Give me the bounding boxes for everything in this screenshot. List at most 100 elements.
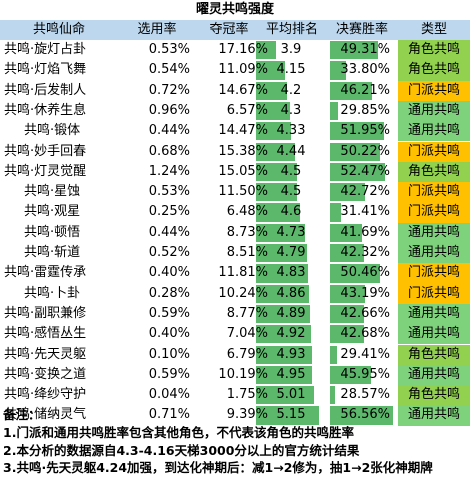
win-rate: 8.73% <box>226 224 268 240</box>
resonance-name: 共鸣·后发制人 <box>4 82 87 98</box>
table-row: 共鸣·旋灯占卦 0.53% 17.16% 3.9 49.31% 角色共鸣 <box>0 40 470 61</box>
win-rate: 15.05% <box>218 163 268 179</box>
select-rate: 0.25% <box>148 204 190 220</box>
resonance-type: 角色共鸣 <box>407 163 460 179</box>
header-final-win-rate: 决赛胜率 <box>335 22 388 37</box>
final-win-rate-bar <box>330 264 381 283</box>
table-row: 共鸣·雷霆传承 0.40% 11.81% 4.83 50.46% 门派共鸣 <box>0 263 470 284</box>
avg-rank: 4.6 <box>280 204 302 220</box>
resonance-name: 共鸣·灯焰飞舞 <box>4 62 87 78</box>
notes-heading: 备注： <box>3 407 41 422</box>
type-cell-background <box>398 100 470 122</box>
resonance-type: 通用共鸣 <box>407 305 460 321</box>
type-cell-background <box>398 141 470 162</box>
type-cell-background <box>398 80 470 101</box>
type-cell-background <box>398 182 470 203</box>
select-rate: 0.40% <box>148 326 190 342</box>
resonance-type: 门派共鸣 <box>407 143 460 159</box>
resonance-name: 共鸣·绛纱守护 <box>4 387 87 403</box>
avg-rank-bar <box>256 325 312 344</box>
select-rate: 0.44% <box>148 123 190 139</box>
resonance-name: 共鸣·顿悟 <box>24 224 81 240</box>
notes: 备注： 1.门派和通用共鸣胜率包含其他角色，不代表该角色的共鸣胜率 2.本分析的… <box>0 406 470 477</box>
avg-rank-bar <box>256 41 277 60</box>
win-rate: 1.75% <box>226 387 268 403</box>
resonance-type: 门派共鸣 <box>407 184 460 200</box>
resonance-type: 通用共鸣 <box>407 123 460 139</box>
final-win-rate-bar <box>330 345 338 364</box>
header-select-rate: 选用率 <box>137 22 177 37</box>
avg-rank: 4.73 <box>276 224 306 240</box>
type-cell-background <box>398 364 470 386</box>
resonance-type: 角色共鸣 <box>407 42 460 57</box>
type-cell-background <box>398 405 470 426</box>
select-rate: 0.71% <box>148 407 190 423</box>
avg-rank: 4.3 <box>280 102 302 118</box>
select-rate: 0.68% <box>148 143 190 159</box>
type-cell-background <box>398 161 470 183</box>
select-rate: 1.24% <box>148 163 190 179</box>
resonance-type: 通用共鸣 <box>407 224 460 240</box>
type-cell-background <box>398 385 470 406</box>
resonance-type: 角色共鸣 <box>407 387 460 403</box>
final-win-rate-bar <box>330 142 380 161</box>
resonance-type: 门派共鸣 <box>407 285 460 301</box>
table-row: 共鸣·星蚀 0.53% 11.50% 4.5 42.72% 门派共鸣 <box>0 182 470 203</box>
final-win-rate-bar <box>330 386 336 405</box>
final-win-rate-bar <box>330 406 394 425</box>
resonance-name: 共鸣·雷霆传承 <box>4 265 87 281</box>
table-row: 共鸣·斩道 0.52% 8.51% 4.79 42.32% 通用共鸣 <box>0 243 470 264</box>
avg-rank-bar <box>256 223 305 242</box>
resonance-type: 门派共鸣 <box>407 265 460 281</box>
final-win-rate: 42.66% <box>340 305 390 321</box>
final-win-rate: 46.21% <box>340 82 390 98</box>
final-win-rate: 45.95% <box>340 366 390 382</box>
final-win-rate: 31.41% <box>340 204 390 220</box>
avg-rank-bar <box>256 304 311 324</box>
win-rate: 9.39% <box>226 407 268 423</box>
avg-rank-bar <box>256 284 310 303</box>
type-cell-background <box>398 263 470 284</box>
win-rate: 7.04% <box>226 326 268 342</box>
avg-rank: 4.2 <box>280 82 302 98</box>
type-cell-background <box>398 222 470 243</box>
avg-rank: 4.79 <box>276 245 306 260</box>
avg-rank: 4.95 <box>276 366 306 382</box>
resonance-name: 共鸣·妙手回春 <box>4 143 87 159</box>
avg-rank-bar <box>256 162 297 182</box>
win-rate: 11.50% <box>218 184 268 200</box>
avg-rank-bar <box>256 61 286 80</box>
resonance-type: 门派共鸣 <box>407 82 460 98</box>
win-rate: 8.51% <box>226 245 268 260</box>
avg-rank-bar <box>256 365 313 385</box>
final-win-rate-bar <box>330 122 384 141</box>
avg-rank: 4.44 <box>276 143 306 159</box>
avg-rank-bar <box>256 345 312 364</box>
header-name: 共鸣仙命 <box>32 22 85 37</box>
avg-rank: 4.5 <box>280 163 302 179</box>
avg-rank: 5.15 <box>276 407 306 423</box>
table-row: 共鸣·休养生息 0.96% 6.57% 4.3 29.85% 通用共鸣 <box>0 100 470 122</box>
final-win-rate-bar <box>330 284 366 303</box>
win-rate: 6.57% <box>226 102 268 118</box>
select-rate: 0.53% <box>148 184 190 200</box>
resonance-name: 共鸣·锻体 <box>24 123 81 139</box>
avg-rank: 5.01 <box>276 387 306 403</box>
table-row: 共鸣·先天灵躯 0.10% 6.79% 4.93 29.41% 角色共鸣 <box>0 344 470 365</box>
avg-rank: 4.15 <box>276 62 306 78</box>
select-rate: 0.04% <box>148 387 190 403</box>
win-rate: 14.67% <box>218 82 268 98</box>
table-row: 共鸣·观星 0.25% 6.48% 4.6 31.41% 门派共鸣 <box>0 202 470 223</box>
header-avg-rank: 平均排名 <box>265 22 318 37</box>
avg-rank-bar <box>256 101 291 121</box>
resonance-name: 共鸣·先天灵躯 <box>4 346 87 362</box>
win-rate: 10.24% <box>218 285 268 301</box>
type-cell-background <box>398 324 470 345</box>
select-rate: 0.54% <box>148 62 190 78</box>
win-rate: 14.47% <box>218 123 268 139</box>
avg-rank-bar <box>256 142 295 161</box>
table-row: 共鸣·后发制人 0.72% 14.67% 4.2 46.21% 门派共鸣 <box>0 80 470 101</box>
table-row: 共鸣·灯灵觉醒 1.24% 15.05% 4.5 52.47% 角色共鸣 <box>0 161 470 183</box>
avg-rank-bar <box>256 406 320 425</box>
resonance-type: 通用共鸣 <box>407 326 460 342</box>
